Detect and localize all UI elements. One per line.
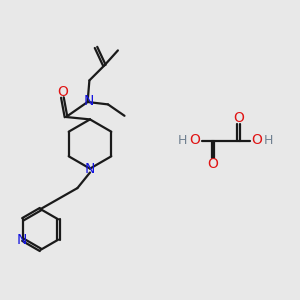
Text: N: N xyxy=(84,94,94,108)
Text: H: H xyxy=(264,134,273,147)
Text: N: N xyxy=(85,162,95,176)
Text: O: O xyxy=(57,85,68,99)
Text: N: N xyxy=(16,233,26,247)
Text: O: O xyxy=(190,134,200,147)
Text: O: O xyxy=(251,134,262,147)
Text: O: O xyxy=(208,158,218,171)
Text: H: H xyxy=(178,134,187,147)
Text: O: O xyxy=(233,111,244,124)
